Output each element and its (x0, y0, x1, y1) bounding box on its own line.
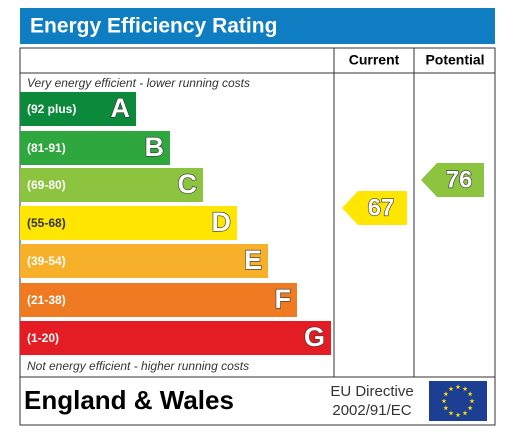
potential-arrow (421, 163, 484, 197)
band-range: (69-80) (27, 178, 66, 192)
band-range: (39-54) (27, 254, 66, 268)
eu-star (443, 405, 449, 411)
eu-star (455, 384, 461, 390)
bottom-note: Not energy efficient - higher running co… (27, 359, 249, 373)
band (20, 283, 297, 317)
eu-star (455, 412, 461, 418)
band-range: (92 plus) (27, 102, 76, 116)
band-letter: D (212, 207, 232, 237)
band-letter: G (304, 322, 325, 352)
eu-star (462, 386, 468, 391)
region: England & Wales (24, 385, 234, 415)
eu-star (441, 398, 447, 404)
header-title: Energy Efficiency Rating (30, 15, 277, 38)
band-letter: B (145, 132, 165, 162)
band (20, 131, 170, 165)
directive: EU Directive (330, 383, 413, 400)
current-arrow (342, 191, 407, 225)
eu-star (469, 398, 475, 404)
band-letter: A (111, 93, 131, 123)
directive: 2002/91/EC (332, 402, 411, 419)
band (20, 244, 268, 278)
eu-star (462, 410, 468, 416)
band-letter: F (275, 284, 292, 314)
header-bar (20, 8, 495, 44)
band-range: (55-68) (27, 216, 66, 230)
band (20, 321, 331, 355)
band-range: (81-91) (27, 141, 66, 155)
eu-star (467, 405, 473, 411)
band (20, 92, 136, 126)
band (20, 168, 203, 202)
column-header: Potential (425, 52, 484, 68)
band-letter: E (244, 245, 262, 275)
eu-star (448, 410, 454, 416)
band-range: (21-38) (27, 293, 66, 307)
eu-star (467, 391, 473, 397)
band-range: (1-20) (27, 331, 59, 345)
eu-star (448, 386, 454, 391)
column-header: Current (349, 52, 400, 68)
band (20, 206, 237, 240)
current-rating: 67 (368, 194, 395, 221)
eu-star (443, 391, 449, 397)
potential-rating: 76 (446, 166, 473, 193)
band-letter: C (178, 169, 198, 199)
top-note: Very energy efficient - lower running co… (27, 76, 250, 90)
